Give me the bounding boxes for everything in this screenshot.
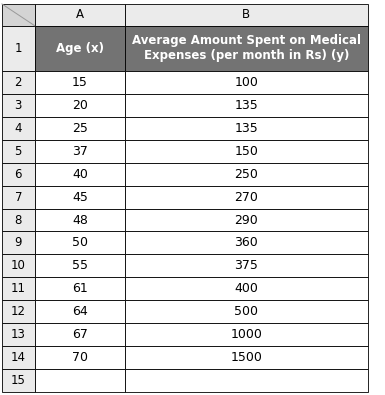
Bar — [125, 4, 368, 26]
Text: 4: 4 — [15, 122, 22, 135]
Text: 67: 67 — [72, 328, 88, 341]
Bar — [35, 369, 125, 392]
Text: 1: 1 — [15, 42, 22, 55]
Text: 12: 12 — [11, 305, 26, 318]
Text: 250: 250 — [234, 168, 258, 181]
Text: B: B — [242, 8, 251, 21]
Bar — [35, 186, 125, 209]
Text: 55: 55 — [72, 260, 88, 272]
Text: 6: 6 — [15, 168, 22, 181]
Bar — [125, 346, 368, 369]
Text: 45: 45 — [72, 191, 88, 203]
Text: 375: 375 — [234, 260, 258, 272]
Text: 50: 50 — [72, 237, 88, 249]
Bar — [35, 163, 125, 186]
Text: 3: 3 — [15, 99, 22, 112]
Text: 400: 400 — [234, 282, 258, 295]
Text: 40: 40 — [72, 168, 88, 181]
Bar — [35, 209, 125, 231]
Bar — [125, 277, 368, 300]
Bar — [2, 94, 35, 117]
Text: Age (x): Age (x) — [56, 42, 104, 55]
Text: 1500: 1500 — [231, 351, 262, 364]
Bar — [2, 323, 35, 346]
Bar — [2, 300, 35, 323]
Bar — [2, 26, 35, 71]
Text: 37: 37 — [72, 145, 88, 158]
Text: 290: 290 — [234, 214, 258, 226]
Text: 11: 11 — [11, 282, 26, 295]
Bar — [125, 231, 368, 254]
Bar — [125, 369, 368, 392]
Bar — [125, 209, 368, 231]
Bar — [35, 323, 125, 346]
Bar — [35, 300, 125, 323]
Bar — [125, 117, 368, 140]
Bar — [125, 323, 368, 346]
Text: 61: 61 — [72, 282, 88, 295]
Bar — [125, 254, 368, 277]
Bar — [125, 94, 368, 117]
Bar — [2, 163, 35, 186]
Text: 135: 135 — [234, 122, 258, 135]
Bar — [2, 231, 35, 254]
Text: Average Amount Spent on Medical
Expenses (per month in Rs) (y): Average Amount Spent on Medical Expenses… — [132, 34, 361, 62]
Bar — [35, 277, 125, 300]
Bar — [2, 140, 35, 163]
Text: 10: 10 — [11, 260, 26, 272]
Bar — [125, 300, 368, 323]
Bar — [125, 163, 368, 186]
Bar — [2, 346, 35, 369]
Bar — [35, 26, 125, 71]
Bar — [35, 71, 125, 94]
Bar — [2, 277, 35, 300]
Text: 360: 360 — [234, 237, 258, 249]
Text: 64: 64 — [72, 305, 88, 318]
Text: 100: 100 — [234, 76, 258, 89]
Text: 5: 5 — [15, 145, 22, 158]
Text: 14: 14 — [11, 351, 26, 364]
Bar — [2, 254, 35, 277]
Bar — [125, 71, 368, 94]
Bar — [35, 254, 125, 277]
Text: 25: 25 — [72, 122, 88, 135]
Text: 13: 13 — [11, 328, 26, 341]
Text: 9: 9 — [15, 237, 22, 249]
Text: 2: 2 — [15, 76, 22, 89]
Text: 7: 7 — [15, 191, 22, 203]
Bar — [35, 117, 125, 140]
Text: 15: 15 — [72, 76, 88, 89]
Bar — [35, 346, 125, 369]
Bar — [125, 140, 368, 163]
Text: 48: 48 — [72, 214, 88, 226]
Bar — [2, 71, 35, 94]
Text: 70: 70 — [72, 351, 88, 364]
Bar — [2, 186, 35, 209]
Bar — [2, 209, 35, 231]
Bar — [35, 94, 125, 117]
Text: 20: 20 — [72, 99, 88, 112]
Bar — [2, 117, 35, 140]
Bar — [125, 186, 368, 209]
Bar — [35, 140, 125, 163]
Bar — [35, 231, 125, 254]
Text: 1000: 1000 — [231, 328, 262, 341]
Text: 8: 8 — [15, 214, 22, 226]
Text: 270: 270 — [234, 191, 258, 203]
Text: A: A — [76, 8, 84, 21]
Text: 135: 135 — [234, 99, 258, 112]
Text: 150: 150 — [234, 145, 258, 158]
Text: 15: 15 — [11, 374, 26, 387]
Bar — [125, 26, 368, 71]
Bar — [2, 369, 35, 392]
Text: 500: 500 — [234, 305, 258, 318]
Bar — [2, 4, 35, 26]
Bar — [35, 4, 125, 26]
